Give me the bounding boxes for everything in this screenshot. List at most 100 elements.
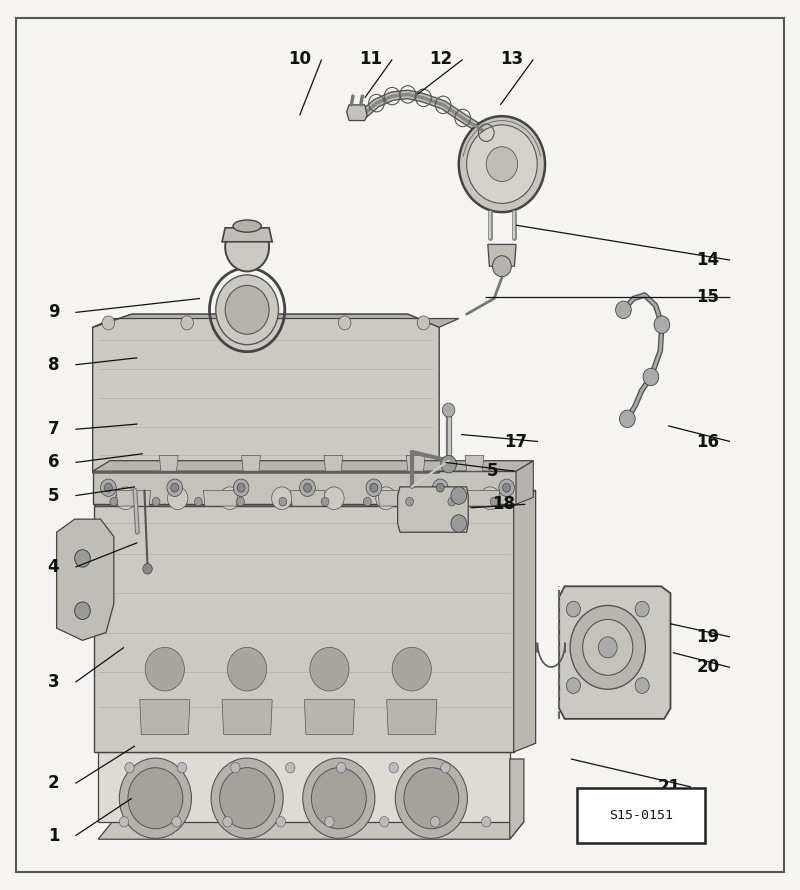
Circle shape [566, 678, 581, 693]
Circle shape [366, 479, 382, 497]
Text: 16: 16 [697, 433, 720, 450]
Circle shape [172, 816, 182, 827]
Circle shape [392, 647, 431, 691]
Text: 6: 6 [48, 453, 59, 472]
Circle shape [279, 498, 286, 506]
Text: 5: 5 [48, 487, 59, 505]
Circle shape [582, 619, 633, 676]
Circle shape [376, 487, 396, 510]
Polygon shape [465, 490, 499, 506]
Circle shape [110, 498, 118, 506]
Circle shape [436, 483, 444, 492]
Text: 21: 21 [658, 778, 681, 796]
Polygon shape [93, 461, 534, 471]
Circle shape [102, 316, 114, 330]
Text: 3: 3 [48, 673, 59, 692]
Text: 20: 20 [697, 659, 720, 676]
Text: 1: 1 [48, 827, 59, 845]
Circle shape [146, 647, 184, 691]
Text: 19: 19 [697, 627, 720, 646]
Text: 5: 5 [486, 462, 498, 481]
Text: 11: 11 [358, 51, 382, 69]
Circle shape [216, 275, 278, 344]
Circle shape [115, 487, 136, 510]
Circle shape [302, 758, 375, 838]
Circle shape [643, 368, 658, 385]
Circle shape [234, 479, 249, 497]
Circle shape [225, 286, 269, 335]
Polygon shape [140, 700, 190, 734]
Polygon shape [116, 490, 150, 506]
Text: 14: 14 [697, 251, 720, 269]
Text: 9: 9 [48, 303, 59, 321]
Circle shape [219, 487, 240, 510]
Circle shape [451, 487, 466, 505]
Polygon shape [488, 245, 516, 266]
Polygon shape [559, 587, 670, 719]
Polygon shape [222, 700, 272, 734]
Polygon shape [398, 487, 468, 532]
Polygon shape [346, 105, 367, 120]
Circle shape [635, 678, 649, 693]
Circle shape [598, 637, 617, 658]
Circle shape [220, 768, 274, 829]
Text: 4: 4 [48, 558, 59, 576]
Circle shape [493, 255, 511, 277]
Circle shape [406, 498, 414, 506]
Text: 2: 2 [48, 774, 59, 792]
Circle shape [303, 483, 311, 492]
Circle shape [441, 456, 457, 473]
Circle shape [223, 816, 232, 827]
Circle shape [74, 550, 90, 567]
Circle shape [418, 316, 430, 330]
Circle shape [498, 479, 514, 497]
Circle shape [237, 498, 245, 506]
Polygon shape [94, 490, 536, 506]
Circle shape [211, 758, 283, 838]
Circle shape [167, 479, 182, 497]
Circle shape [321, 498, 329, 506]
Text: 10: 10 [288, 51, 311, 69]
Circle shape [324, 487, 344, 510]
Circle shape [337, 763, 346, 773]
Circle shape [194, 498, 202, 506]
FancyBboxPatch shape [577, 788, 705, 843]
Circle shape [237, 483, 245, 492]
Circle shape [616, 301, 631, 319]
Polygon shape [93, 471, 516, 505]
Circle shape [105, 483, 112, 492]
Polygon shape [304, 700, 354, 734]
Circle shape [119, 816, 129, 827]
Polygon shape [93, 314, 459, 328]
Circle shape [480, 487, 500, 510]
Polygon shape [324, 456, 342, 471]
Circle shape [152, 498, 160, 506]
Circle shape [441, 763, 450, 773]
Polygon shape [98, 752, 510, 821]
Circle shape [459, 117, 545, 212]
Circle shape [566, 602, 581, 617]
Circle shape [363, 498, 371, 506]
Circle shape [225, 222, 269, 271]
Polygon shape [514, 490, 536, 752]
Circle shape [119, 758, 191, 838]
Circle shape [442, 403, 455, 417]
Circle shape [654, 316, 670, 334]
Polygon shape [510, 759, 524, 839]
Circle shape [430, 816, 440, 827]
Circle shape [128, 768, 183, 829]
Circle shape [389, 763, 398, 773]
Circle shape [143, 563, 152, 574]
Circle shape [167, 487, 188, 510]
Circle shape [466, 125, 538, 204]
Circle shape [380, 816, 389, 827]
Polygon shape [94, 506, 514, 752]
Circle shape [433, 479, 448, 497]
Circle shape [227, 647, 266, 691]
Text: S15-0151: S15-0151 [610, 809, 674, 822]
Polygon shape [386, 700, 437, 734]
Circle shape [272, 487, 292, 510]
Circle shape [260, 316, 272, 330]
Circle shape [486, 147, 518, 182]
Ellipse shape [233, 220, 262, 232]
